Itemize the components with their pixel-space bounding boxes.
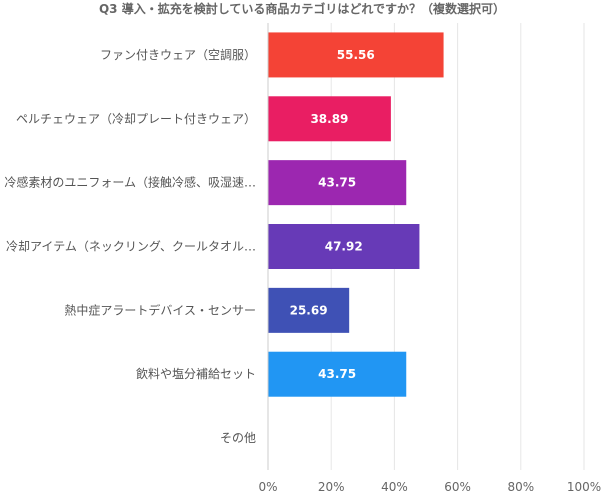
bar bbox=[268, 160, 407, 206]
bar-value-label: 38.89 bbox=[310, 112, 348, 126]
category-label: ファン付きウェア（空調服） bbox=[100, 48, 256, 62]
category-label: 熱中症アラートデバイス・センサー bbox=[64, 302, 256, 317]
bar bbox=[268, 224, 420, 269]
bar bbox=[268, 32, 444, 78]
bar-value-label: 43.75 bbox=[318, 367, 356, 381]
bars: 55.56 38.89 43.75 47.92 25.69 43.75 bbox=[268, 32, 444, 397]
category-labels: ファン付きウェア（空調服） ペルチェウェア（冷却プレート付きウェア） 冷感素材のユニ… bbox=[4, 48, 256, 445]
category-label: 冷却アイテム（ネックリング、クールタオル… bbox=[6, 240, 256, 254]
bar bbox=[268, 287, 350, 333]
bar bbox=[268, 96, 391, 142]
x-axis-ticks: 0% 20% 40% 60% 80% 100% bbox=[258, 480, 601, 494]
chart-title: Q3 導入・拡充を検討している商品カテゴリはどれですか？（複数選択可） bbox=[99, 1, 505, 16]
category-label: 飲料や塩分補給セット bbox=[136, 366, 256, 381]
bar-value-label: 55.56 bbox=[337, 48, 375, 62]
x-tick-label: 40% bbox=[381, 480, 408, 494]
bar-value-label: 47.92 bbox=[325, 240, 363, 254]
x-tick-label: 20% bbox=[318, 480, 345, 494]
x-tick-label: 100% bbox=[567, 480, 601, 494]
category-label: その他 bbox=[220, 431, 256, 445]
category-label: 冷感素材のユニフォーム（接触冷感、吸湿速… bbox=[4, 175, 256, 190]
bar bbox=[268, 351, 407, 397]
x-tick-label: 0% bbox=[258, 480, 277, 494]
x-tick-label: 80% bbox=[507, 480, 534, 494]
bar-value-label: 43.75 bbox=[318, 176, 356, 190]
x-tick-label: 60% bbox=[444, 480, 471, 494]
bar-value-label: 25.69 bbox=[290, 303, 328, 317]
category-label: ペルチェウェア（冷却プレート付きウェア） bbox=[16, 112, 256, 126]
